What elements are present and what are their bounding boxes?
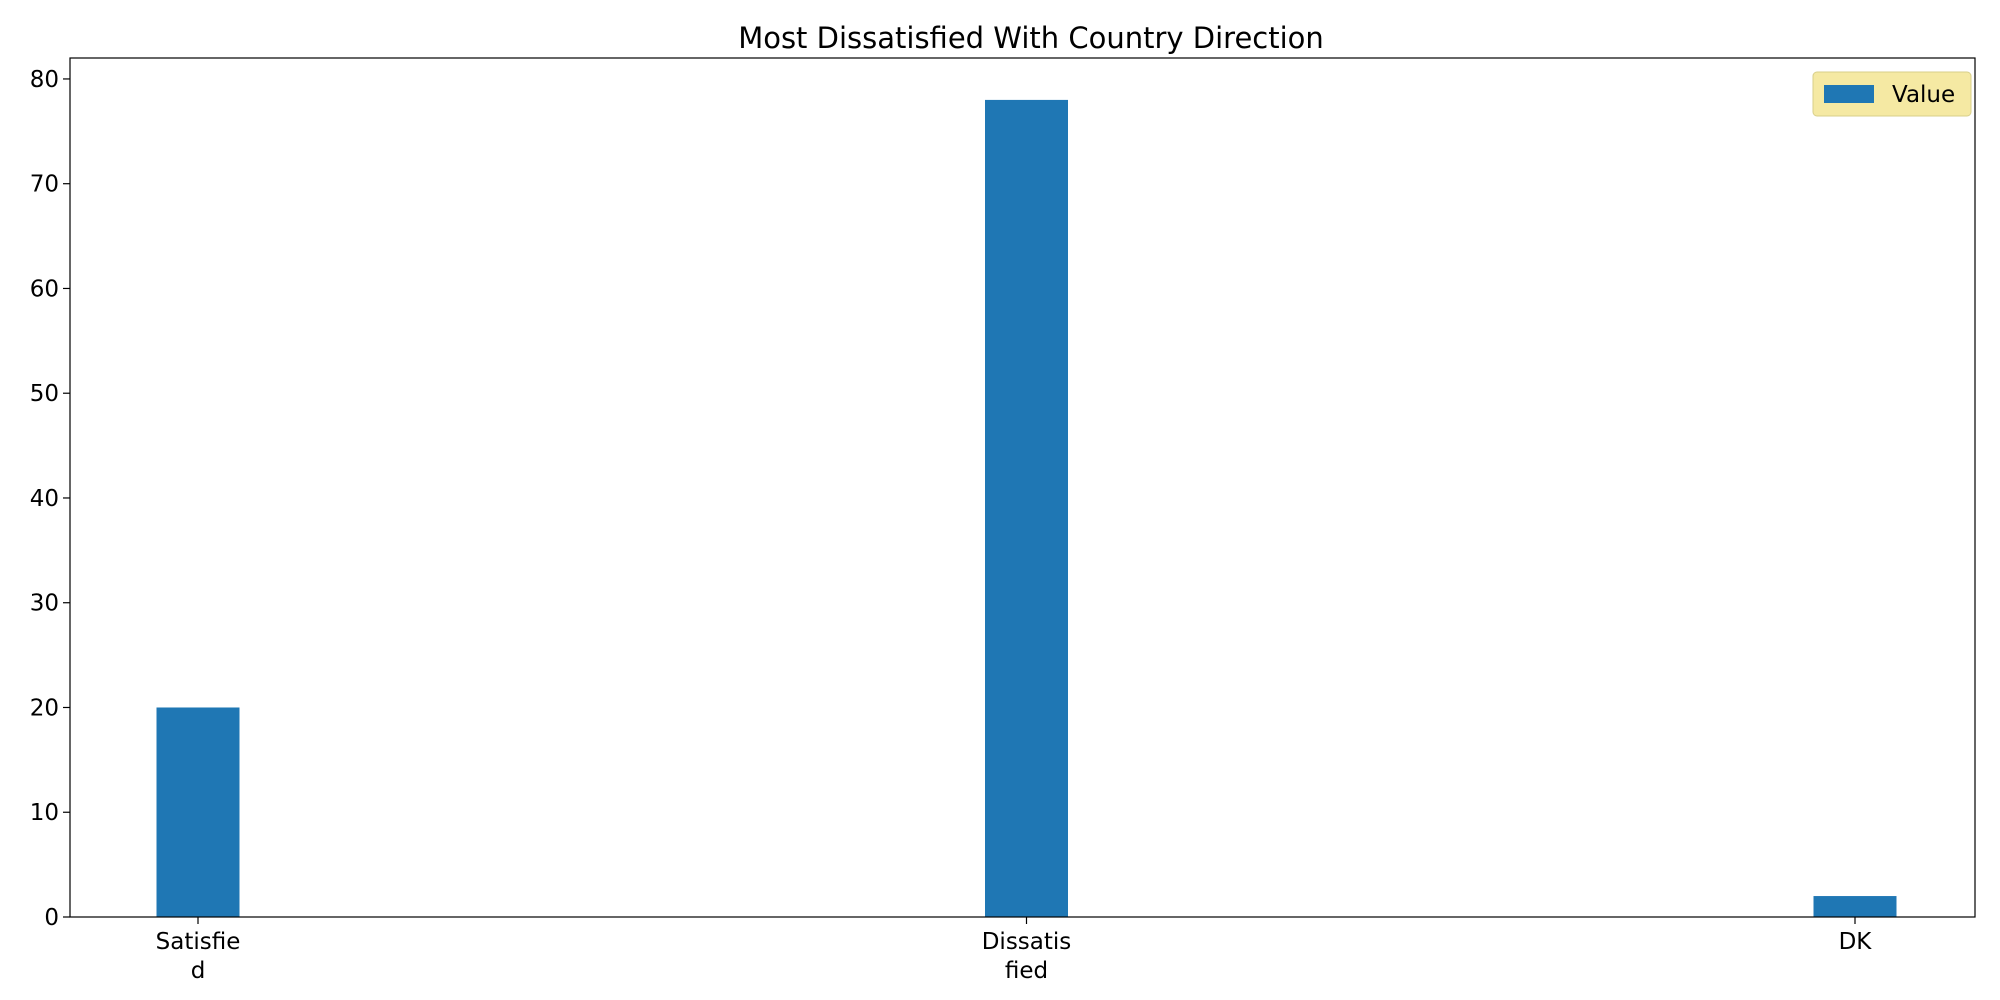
legend: Value bbox=[1812, 71, 1972, 117]
bar bbox=[156, 707, 240, 917]
y-tick-label: 10 bbox=[30, 800, 59, 826]
y-tick-label: 70 bbox=[30, 172, 59, 198]
y-tick-label: 40 bbox=[30, 486, 59, 512]
legend-label: Value bbox=[1892, 82, 1955, 108]
x-tick-label: Satisfie d bbox=[156, 929, 241, 984]
y-tick-label: 30 bbox=[30, 591, 59, 617]
x-tick-label: DK bbox=[1839, 929, 1873, 955]
legend-box bbox=[1812, 71, 1972, 117]
chart-title: Most Dissatisfied With Country Direction bbox=[738, 21, 1324, 55]
x-tick-label: Dissatis fied bbox=[982, 929, 1072, 984]
y-tick-label: 50 bbox=[30, 381, 59, 407]
bar-series bbox=[156, 99, 1897, 917]
plot-frame bbox=[69, 57, 1976, 918]
legend-swatch bbox=[1824, 85, 1874, 103]
x-axis: Satisfie d Dissatis fied DK bbox=[156, 917, 1873, 984]
y-tick-label: 80 bbox=[30, 67, 59, 93]
bar bbox=[1813, 896, 1897, 917]
y-tick-label: 0 bbox=[44, 905, 59, 931]
y-axis: 0 10 20 30 40 50 60 70 80 bbox=[30, 67, 70, 931]
bar bbox=[985, 99, 1068, 917]
y-tick-label: 20 bbox=[30, 695, 59, 721]
y-tick-label: 60 bbox=[30, 276, 59, 302]
